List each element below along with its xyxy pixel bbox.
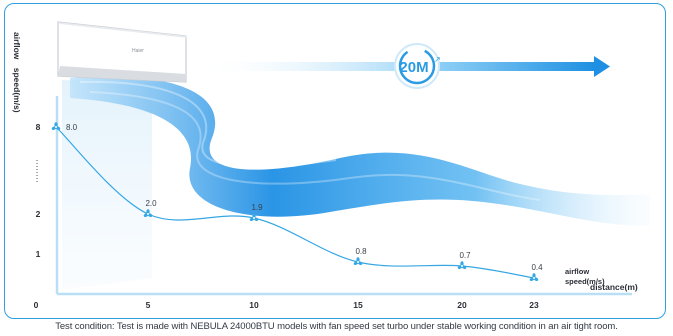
y-ticks: 8 2 1: [36, 122, 41, 259]
fan-blade: [532, 273, 536, 279]
cool-air-area: [62, 80, 152, 290]
fan-hub: [55, 126, 57, 128]
data-point: [353, 257, 363, 265]
data-label: 8.0: [66, 123, 78, 132]
fan-hub: [253, 217, 255, 219]
data-point: [143, 209, 153, 217]
range-badge: 20M ↗: [394, 43, 441, 89]
data-label: 0.8: [355, 247, 367, 256]
brand-logo: Haier: [132, 48, 144, 54]
data-label: 0.7: [459, 251, 471, 260]
airflow-stream: [70, 76, 650, 226]
fan-blade: [54, 122, 58, 128]
x-ticks: 0 5 10 15 20 23: [34, 300, 539, 310]
data-points: 8.0 2.0 1.9 0.8 0.7 0.4: [51, 122, 543, 281]
x-tick-label: 10: [249, 300, 259, 310]
air-conditioner: Haier: [57, 21, 188, 83]
legend-label-line2: speed(m/s): [565, 277, 605, 286]
badge-label: 20M: [399, 59, 428, 76]
legend: airflow speed(m/s): [565, 267, 605, 286]
data-point: [457, 261, 467, 269]
data-label: 2.0: [145, 199, 157, 208]
data-label: 1.9: [251, 203, 263, 212]
fan-hub: [533, 277, 535, 279]
test-condition-caption: Test condition: Test is made with NEBULA…: [55, 321, 618, 332]
fan-hub: [461, 265, 463, 267]
fan-hub: [357, 261, 359, 263]
data-point: [51, 122, 61, 130]
x-tick-label: 5: [146, 300, 151, 310]
y-tick-label: 8: [36, 122, 41, 132]
legend-label-line1: airflow: [565, 267, 589, 276]
fan-hub: [147, 213, 149, 215]
fan-blade: [356, 257, 360, 263]
x-axis-label: distance(m): [590, 282, 638, 292]
y-tick-label: 1: [36, 249, 41, 259]
x-tick-label: 15: [353, 300, 363, 310]
badge-arrow-icon: ↗: [434, 55, 441, 64]
fan-blade: [460, 261, 464, 267]
fan-blade: [252, 213, 256, 219]
y-tick-label: 2: [36, 209, 41, 219]
x-tick-label: 20: [457, 300, 467, 310]
x-tick-label: 0: [34, 300, 39, 310]
airflow-chart: 20M ↗ Haier airflow speed(m/s) distance(…: [12, 21, 650, 310]
y-axis-label: airflow speed(m/s): [12, 32, 22, 113]
fan-blade: [146, 209, 150, 215]
data-label: 0.4: [531, 263, 543, 272]
data-point: [249, 213, 259, 221]
x-tick-label: 23: [529, 300, 539, 310]
data-point: [529, 273, 539, 281]
